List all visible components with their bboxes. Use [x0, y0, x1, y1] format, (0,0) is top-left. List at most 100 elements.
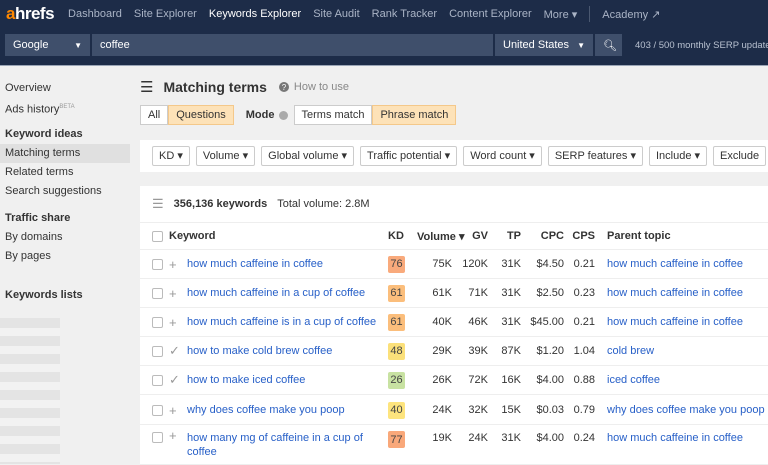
add-to-list-icon[interactable]: + — [169, 428, 177, 443]
sidebar: Overview Ads historyBETA Keyword ideas M… — [0, 66, 130, 464]
nav-content-explorer[interactable]: Content Explorer — [449, 8, 532, 20]
sidebar-by-pages[interactable]: By pages — [5, 250, 51, 262]
add-to-list-icon[interactable]: + — [169, 256, 177, 272]
engine-value: Google — [13, 39, 49, 51]
page-header: ☰ Matching terms ? How to use — [140, 78, 349, 96]
sidebar-related-terms[interactable]: Related terms — [5, 166, 74, 178]
filter-word-count[interactable]: Word count ▾ — [463, 146, 542, 166]
menu-icon[interactable]: ☰ — [140, 79, 154, 96]
sidebar-by-domains[interactable]: By domains — [5, 231, 63, 243]
filter-serp-features[interactable]: SERP features ▾ — [547, 146, 643, 166]
cpc-value: $2.50 — [536, 287, 564, 299]
col-keyword[interactable]: Keyword — [169, 230, 216, 242]
parent-topic-link[interactable]: how much caffeine in coffee — [607, 287, 743, 299]
row-checkbox[interactable] — [152, 374, 163, 386]
nav-keywords-explorer[interactable]: Keywords Explorer — [208, 8, 302, 20]
terms-match-button[interactable]: Terms match — [293, 105, 373, 125]
row-checkbox[interactable] — [152, 432, 163, 443]
keyword-link[interactable]: how to make iced coffee — [187, 374, 306, 386]
parent-topic-link[interactable]: cold brew — [607, 345, 655, 357]
col-tp[interactable]: TP — [506, 230, 521, 242]
add-to-list-icon[interactable]: + — [169, 402, 177, 418]
parent-topic-link[interactable]: how much caffeine in coffee — [607, 316, 743, 328]
select-all-checkbox[interactable] — [152, 230, 163, 242]
sidebar-search-suggestions[interactable]: Search suggestions — [5, 185, 102, 197]
gv-value: 32K — [468, 404, 488, 416]
nav-academy[interactable]: Academy ↗ — [602, 8, 661, 21]
country-value: United States — [503, 39, 570, 51]
keyword-link[interactable]: how much caffeine is in a cup of coffee — [187, 316, 377, 328]
kd-badge: 61 — [388, 313, 405, 331]
cpc-value: $1.20 — [536, 345, 564, 357]
table-row: ✓ how to make iced coffee 26 26K 72K 16K $4.00… — [140, 366, 768, 395]
cps-value: 0.21 — [573, 258, 595, 270]
add-to-list-icon[interactable]: + — [169, 314, 177, 330]
checkmark-icon[interactable]: ✓ — [169, 372, 180, 387]
country-select[interactable]: United States ▼ — [495, 34, 593, 56]
col-cps[interactable]: CPS — [572, 230, 595, 242]
keyword-link[interactable]: how to make cold brew coffee — [187, 345, 333, 357]
columns-icon[interactable]: ☰ — [152, 196, 164, 211]
tp-value: 87K — [501, 345, 521, 357]
nav-more[interactable]: More ▾ — [543, 8, 578, 21]
parent-topic-link[interactable]: iced coffee — [607, 374, 661, 386]
add-to-list-icon[interactable]: + — [169, 285, 177, 301]
table-row: + how many mg of caffeine in a cup of cof… — [140, 425, 768, 465]
keyword-link[interactable]: why does coffee make you poop — [187, 404, 345, 416]
questions-button[interactable]: Questions — [168, 105, 234, 125]
sidebar-overview[interactable]: Overview — [5, 82, 51, 94]
ahrefs-logo[interactable]: ahrefs — [6, 4, 55, 23]
nav-dashboard[interactable]: Dashboard — [68, 8, 122, 20]
col-parent-topic[interactable]: Parent topic — [607, 230, 671, 242]
filter-exclude[interactable]: Exclude — [713, 146, 767, 166]
filter-traffic-potential[interactable]: Traffic potential ▾ — [360, 146, 458, 166]
keyword-link[interactable]: how much caffeine in a cup of coffee — [187, 287, 366, 299]
sidebar-matching-terms[interactable]: Matching terms — [0, 144, 130, 163]
col-cpc[interactable]: CPC — [540, 230, 564, 242]
keywords-table: ☰ 356,136 keywords Total volume: 2.8M Ke… — [140, 186, 768, 465]
volume-value: 61K — [432, 287, 452, 299]
total-volume: Total volume: 2.8M — [277, 198, 370, 210]
parent-topic-link[interactable]: why does coffee make you poop — [607, 404, 765, 416]
gv-value: 72K — [468, 374, 488, 386]
cps-value: 0.21 — [573, 316, 595, 328]
search-button[interactable]: 🔍︎ — [595, 34, 622, 56]
gv-value: 24K — [468, 432, 488, 444]
row-checkbox[interactable] — [152, 345, 163, 357]
chevron-down-icon: ▼ — [74, 40, 82, 50]
parent-topic-link[interactable]: how much caffeine in coffee — [607, 258, 743, 270]
nav-rank-tracker[interactable]: Rank Tracker — [371, 8, 438, 20]
col-gv[interactable]: GV — [472, 230, 488, 242]
nav-site-explorer[interactable]: Site Explorer — [133, 8, 197, 20]
keyword-link[interactable]: how many mg of caffeine in a cup of coff… — [187, 432, 363, 458]
row-checkbox[interactable] — [152, 287, 163, 299]
row-checkbox[interactable] — [152, 316, 163, 328]
tp-value: 31K — [501, 432, 521, 444]
row-checkbox[interactable] — [152, 404, 163, 416]
filter-include[interactable]: Include ▾ — [648, 146, 708, 166]
col-volume[interactable]: Volume ▾ — [417, 230, 465, 243]
cps-value: 0.88 — [573, 374, 595, 386]
filter-volume[interactable]: Volume ▾ — [195, 146, 256, 166]
col-kd[interactable]: KD — [388, 230, 404, 242]
blurred-lists — [0, 318, 60, 464]
filter-kd[interactable]: KD ▾ — [152, 146, 190, 166]
sidebar-ads-history[interactable]: Ads historyBETA — [0, 98, 130, 117]
keyword-input[interactable]: coffee — [92, 34, 493, 56]
cpc-value: $0.03 — [536, 404, 564, 416]
how-to-use-link[interactable]: How to use — [293, 81, 349, 93]
filter-global-volume[interactable]: Global volume ▾ — [261, 146, 355, 166]
phrase-match-button[interactable]: Phrase match — [372, 105, 457, 125]
checkmark-icon[interactable]: ✓ — [169, 343, 180, 358]
tp-value: 31K — [501, 287, 521, 299]
nav-site-audit[interactable]: Site Audit — [313, 8, 360, 20]
parent-topic-link[interactable]: how much caffeine in coffee — [607, 432, 743, 444]
tp-value: 16K — [501, 374, 521, 386]
keyword-link[interactable]: how much caffeine in coffee — [187, 258, 323, 270]
top-nav: ahrefs Dashboard Site Explorer Keywords … — [0, 0, 768, 28]
engine-select[interactable]: Google ▼ — [5, 34, 90, 56]
all-button[interactable]: All — [140, 105, 169, 125]
tp-value: 15K — [501, 404, 521, 416]
help-icon: ? — [278, 82, 289, 92]
row-checkbox[interactable] — [152, 258, 163, 270]
